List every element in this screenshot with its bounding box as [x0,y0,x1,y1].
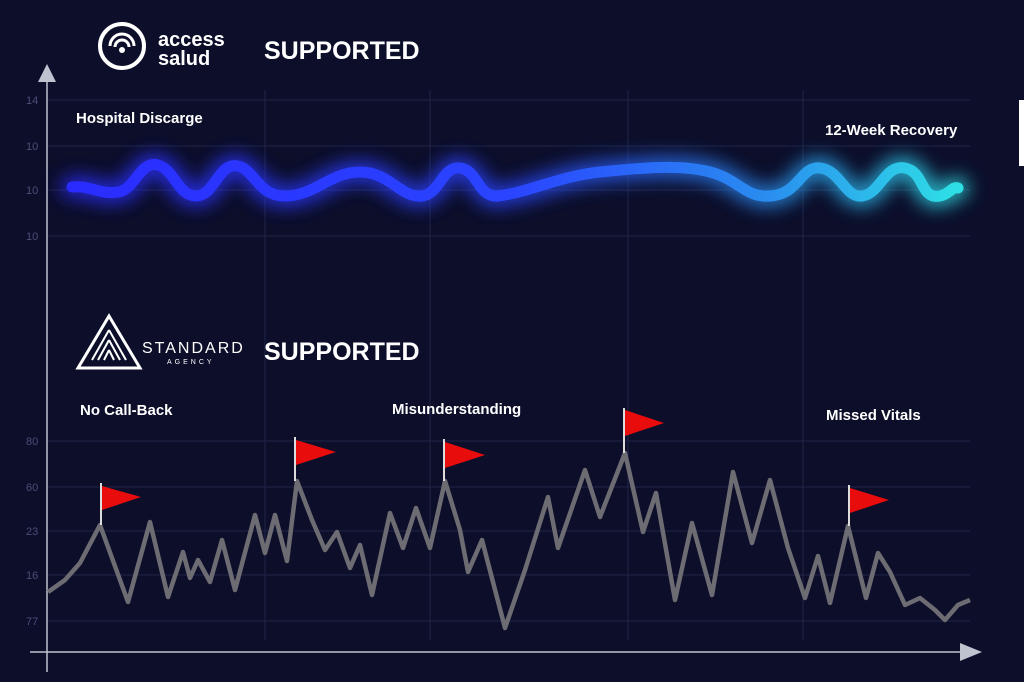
logo-text: access [158,29,225,51]
logo-text: salud [158,48,210,70]
end-label: 12-Week Recovery [825,122,958,139]
section-heading: SUPPORTED [264,37,420,65]
red-flag [625,410,664,436]
axis-label: 80 [26,436,38,448]
axis-label: 60 [26,482,38,494]
axis-label: 16 [26,570,38,582]
wave-line [66,159,964,202]
logo-pattern [91,329,127,361]
annotation: Misunderstanding [392,401,521,418]
bottom-axis-labels: 80 60 23 16 77 [26,436,38,628]
edge-bar [1019,100,1024,166]
logo-text: AGENCY [167,359,215,366]
red-flag [850,488,889,513]
struggle-line [46,450,971,631]
start-label: Hospital Discarge [76,110,203,127]
x-axis-arrow [960,643,982,661]
axis-label: 10 [26,141,38,153]
y-axis-arrow [38,64,56,82]
logo-triangle [75,313,143,370]
logo-dot [119,47,125,53]
red-flag [445,442,485,468]
logo-text: STANDARD [142,340,245,357]
axis-label: 77 [26,616,38,628]
annotation: Missed Vitals [826,407,921,424]
axis-label: 10 [26,185,38,197]
axis-label: 14 [26,95,38,107]
standard-agency-logo: STANDARD AGENCY [75,313,245,370]
red-flag [102,486,141,510]
flags [100,408,889,526]
axis-label: 23 [26,526,38,538]
access-salud-logo: access salud [98,22,225,70]
recovery-wave [61,153,969,208]
red-flag [296,440,336,465]
axis-label: 10 [26,231,38,243]
section-heading: SUPPORTED [264,338,420,366]
logo-arcs [108,32,136,48]
annotation: No Call-Back [80,402,173,419]
top-axis-labels: 14 10 10 10 [26,95,38,243]
axes [30,64,982,672]
logo-ring [98,22,146,70]
